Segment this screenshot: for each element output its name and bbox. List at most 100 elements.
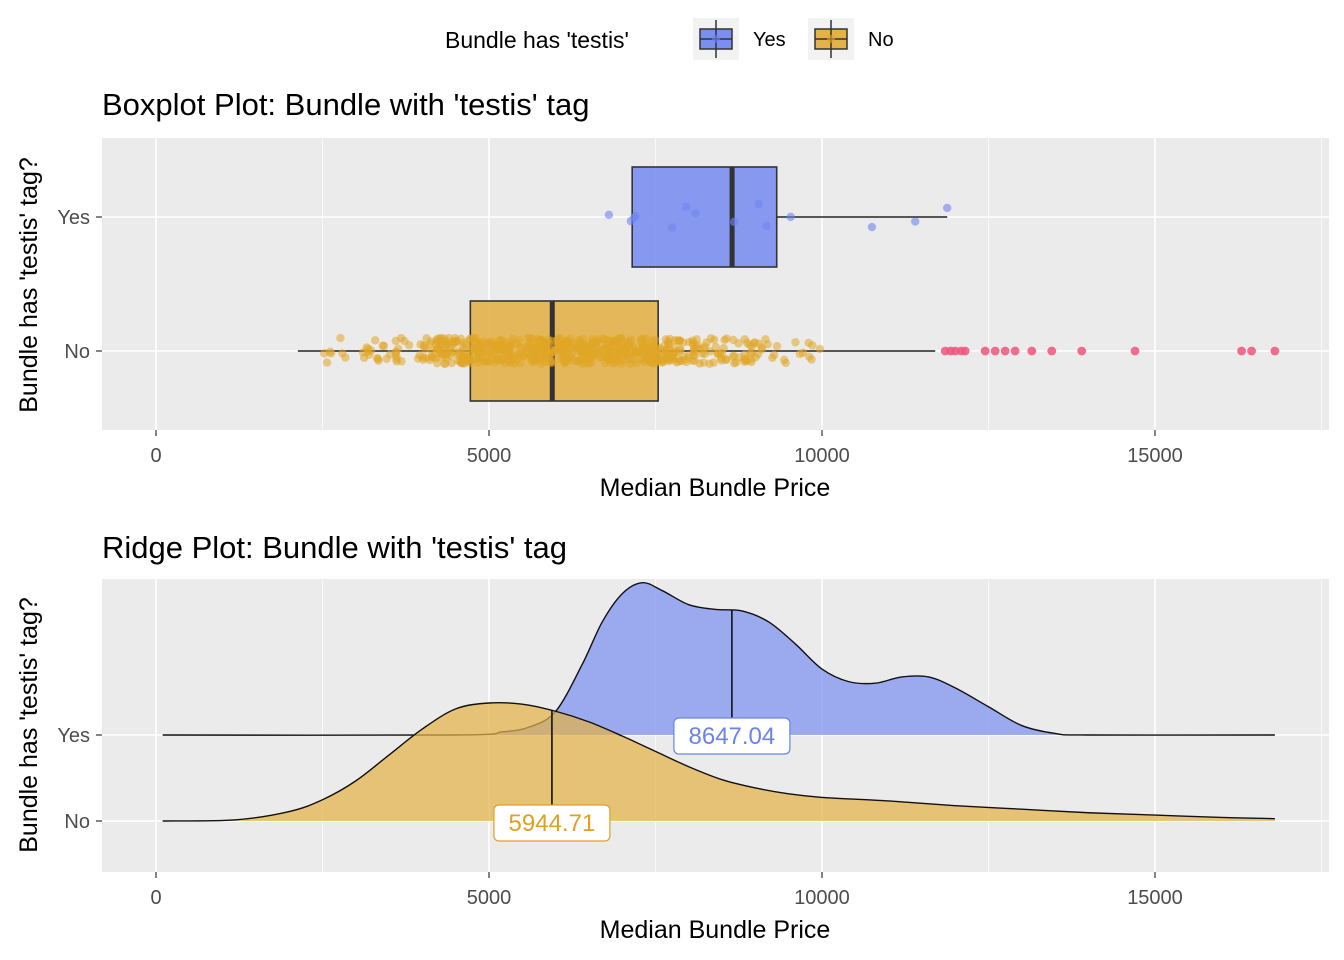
point-no: [626, 359, 635, 368]
point-no: [546, 357, 555, 366]
point-yes: [762, 221, 771, 231]
point-no: [573, 357, 582, 366]
point-no: [795, 349, 805, 359]
boxplot-y-tick-label-no: No: [64, 341, 90, 363]
point-no: [668, 355, 677, 364]
point-no: [568, 339, 578, 348]
point-no: [769, 350, 779, 360]
outlier-no: [1000, 346, 1010, 356]
point-yes: [667, 223, 677, 232]
point-no: [471, 354, 481, 364]
outlier-no: [1247, 346, 1256, 356]
point-no: [740, 335, 749, 344]
point-no: [447, 358, 456, 368]
point-yes: [631, 212, 640, 221]
outlier-no: [1270, 346, 1280, 356]
point-no: [359, 353, 369, 363]
point-no: [453, 350, 462, 359]
boxplot-title: Boxplot Plot: Bundle with 'testis' tag: [102, 87, 589, 122]
point-no: [622, 349, 632, 358]
point-yes: [867, 222, 877, 232]
point-no: [336, 333, 345, 343]
point-no: [645, 351, 654, 360]
point-no: [588, 350, 597, 360]
point-no: [478, 337, 488, 346]
point-no: [807, 355, 816, 364]
point-no: [728, 352, 738, 361]
point-no: [527, 357, 536, 366]
point-no: [689, 345, 699, 354]
outlier-no: [1027, 346, 1037, 356]
point-yes: [681, 202, 691, 211]
point-no: [605, 354, 615, 364]
ridge-x-axis-label: Median Bundle Price: [600, 916, 831, 944]
point-no: [391, 348, 401, 358]
point-no: [427, 346, 436, 355]
point-no: [713, 349, 722, 358]
point-no: [523, 333, 533, 343]
ridge-marks: 8647.04 5944.71: [162, 582, 1275, 842]
outlier-no: [1047, 346, 1057, 356]
point-no: [632, 346, 642, 355]
median-label-no: 5944.71: [493, 804, 611, 842]
legend: Bundle has 'testis' Yes No: [445, 18, 894, 60]
point-no: [440, 359, 449, 368]
outlier-no: [1237, 346, 1246, 356]
point-no: [597, 353, 607, 362]
ridge-y-tick-label-no: No: [64, 811, 90, 833]
density-area-yes: [162, 582, 1275, 736]
point-no: [589, 341, 599, 350]
point-no: [815, 344, 825, 354]
point-no: [516, 343, 525, 352]
boxplot-marks: [297, 166, 1280, 402]
point-no: [702, 338, 711, 347]
point-no: [699, 358, 708, 367]
boxplot-x-tick-label-0: 0: [150, 445, 161, 467]
ridge-x-tick-label-0: 0: [150, 887, 161, 909]
point-no: [426, 339, 435, 349]
boxplot-y-tick-label-yes: Yes: [57, 207, 90, 229]
point-no: [379, 341, 389, 351]
point-no: [427, 352, 436, 362]
point-no: [772, 341, 782, 351]
outlier-no: [960, 346, 970, 356]
point-no: [605, 345, 614, 355]
point-no: [624, 338, 633, 347]
point-no: [400, 336, 409, 346]
outlier-no: [1010, 346, 1020, 356]
boxplot-x-tick-label-15000: 15000: [1127, 445, 1183, 467]
point-no: [534, 338, 544, 347]
point-no: [722, 355, 731, 364]
point-no: [508, 334, 517, 343]
median-label-text-no: 5944.71: [509, 810, 596, 837]
ridge-x-tick-label-5000: 5000: [467, 887, 512, 909]
outlier-no: [980, 346, 990, 356]
point-no: [747, 348, 757, 357]
point-no: [535, 348, 545, 358]
point-yes: [786, 212, 795, 222]
point-yes: [729, 217, 739, 227]
legend-title: Bundle has 'testis': [445, 27, 629, 53]
point-no: [480, 357, 489, 366]
point-no: [578, 348, 587, 358]
point-no: [641, 334, 651, 343]
point-yes: [604, 210, 614, 220]
point-no: [536, 359, 546, 368]
point-no: [397, 357, 406, 366]
point-no: [678, 338, 688, 347]
ridge-x-tick-label-10000: 10000: [794, 887, 850, 909]
point-yes: [691, 209, 700, 218]
point-no: [791, 338, 800, 347]
density-line-no: [162, 701, 1275, 822]
point-no: [779, 355, 789, 365]
point-no: [441, 340, 450, 349]
point-no: [808, 341, 817, 350]
point-yes: [911, 217, 920, 226]
point-no: [497, 342, 507, 351]
median-label-box-no: [493, 804, 611, 842]
point-no: [373, 354, 383, 364]
point-no: [562, 357, 571, 366]
point-no: [740, 350, 749, 359]
legend-label-no: No: [868, 29, 894, 51]
legend-key-yes: [693, 18, 739, 60]
